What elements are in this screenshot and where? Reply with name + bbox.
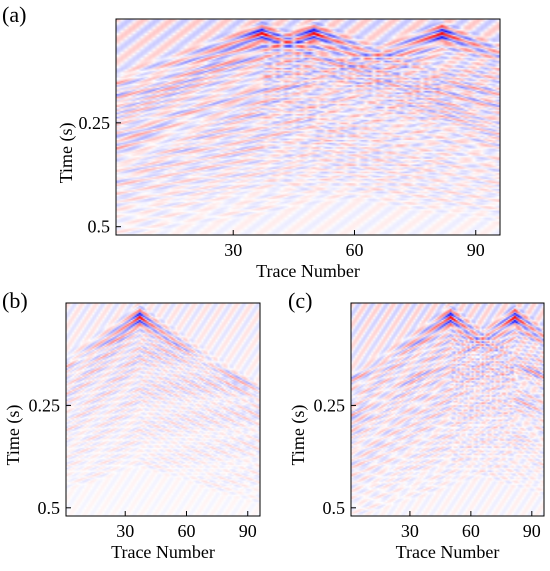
x-tick-label: 60 xyxy=(345,240,363,260)
y-axis-label: Time (s) xyxy=(288,405,309,466)
seismic-image xyxy=(351,303,544,516)
x-tick-label: 90 xyxy=(523,521,541,541)
y-axis-label: Time (s) xyxy=(3,405,24,466)
plot-frame xyxy=(350,302,545,517)
y-tick-label: 0.5 xyxy=(323,498,346,518)
x-tick-label: 60 xyxy=(177,521,195,541)
y-tick-label: 0.25 xyxy=(314,395,346,415)
panel-label-c: (c) xyxy=(288,288,313,313)
seismic-image xyxy=(66,303,260,516)
x-tick-label: 60 xyxy=(462,521,480,541)
y-tick-label: 0.5 xyxy=(88,217,111,237)
seismic-image xyxy=(116,19,500,235)
y-axis-label: Time (s) xyxy=(56,122,77,183)
x-tick-label: 90 xyxy=(467,240,485,260)
y-tick-label: 0.5 xyxy=(38,498,61,518)
x-tick-label: 30 xyxy=(224,240,242,260)
panel-label-b: (b) xyxy=(2,288,28,313)
y-tick-label: 0.25 xyxy=(79,113,111,133)
x-tick-label: 30 xyxy=(116,521,134,541)
x-axis-label: Trace Number xyxy=(396,542,500,562)
plot-frame xyxy=(65,302,261,517)
x-tick-label: 30 xyxy=(401,521,419,541)
x-axis-label: Trace Number xyxy=(256,261,360,281)
x-tick-label: 90 xyxy=(239,521,257,541)
y-tick-label: 0.25 xyxy=(29,395,61,415)
x-axis-label: Trace Number xyxy=(111,542,215,562)
plot-frame xyxy=(115,18,501,236)
panel-label-a: (a) xyxy=(2,2,27,27)
